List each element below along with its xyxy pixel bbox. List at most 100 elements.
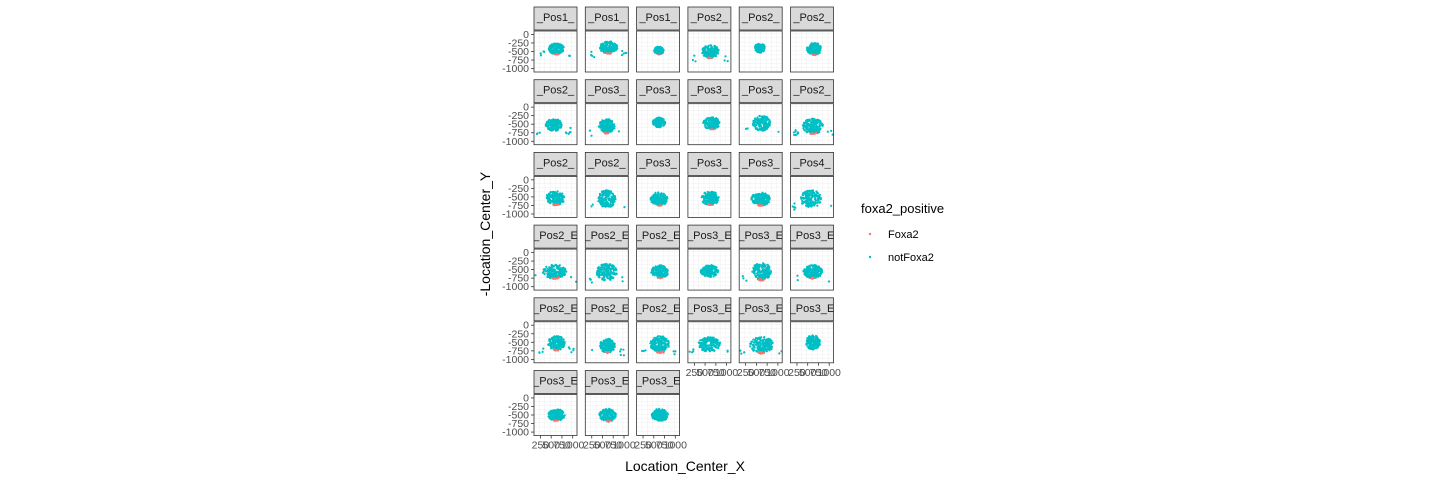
point-notfoxa2: [655, 47, 658, 50]
facet-panel: _Pos3_: [738, 79, 783, 146]
point-notfoxa2: [562, 46, 565, 49]
point-notfoxa2: [558, 264, 561, 267]
point-notfoxa2: [555, 42, 558, 46]
point-notfoxa2: [762, 46, 765, 49]
point-notfoxa2: [598, 200, 601, 203]
point-notfoxa2: [610, 277, 613, 280]
point-notfoxa2: [819, 121, 822, 124]
point-notfoxa2-outlier: [622, 52, 625, 55]
point-notfoxa2: [757, 193, 760, 196]
point-notfoxa2-outlier: [621, 280, 624, 283]
point-notfoxa2: [611, 123, 614, 127]
point-notfoxa2: [661, 269, 664, 272]
point-notfoxa2: [758, 122, 761, 125]
point-notfoxa2: [665, 200, 668, 203]
point-notfoxa2: [815, 47, 818, 50]
point-notfoxa2: [652, 122, 656, 125]
point-notfoxa2: [818, 197, 822, 200]
point-notfoxa2: [660, 201, 663, 204]
point-notfoxa2: [707, 121, 710, 124]
point-notfoxa2: [714, 55, 718, 58]
point-notfoxa2: [561, 44, 564, 47]
point-notfoxa2: [604, 189, 608, 192]
point-notfoxa2: [756, 116, 759, 119]
point-notfoxa2: [654, 193, 658, 196]
facet-panel: _Pos2_: [738, 6, 783, 73]
facet-strip-label: _Pos2_E: [635, 230, 681, 242]
point-notfoxa2: [602, 194, 605, 197]
point-notfoxa2: [711, 124, 714, 127]
point-notfoxa2: [811, 129, 814, 132]
point-notfoxa2: [707, 191, 710, 194]
point-notfoxa2: [603, 274, 606, 277]
point-notfoxa2: [548, 195, 551, 198]
point-notfoxa2: [755, 127, 758, 130]
point-notfoxa2: [612, 269, 616, 272]
point-notfoxa2: [806, 197, 809, 200]
point-notfoxa2: [563, 272, 566, 275]
point-notfoxa2: [553, 272, 557, 275]
point-notfoxa2-outlier: [617, 130, 621, 133]
panel-border: [636, 30, 680, 73]
point-notfoxa2: [612, 48, 615, 51]
point-notfoxa2: [554, 263, 557, 266]
point-notfoxa2: [657, 50, 660, 54]
point-notfoxa2-outlier: [625, 51, 628, 55]
facet-strip-label: _Pos1_: [638, 12, 677, 24]
facet-panel: _Pos2_: [584, 151, 629, 218]
point-notfoxa2: [551, 121, 554, 124]
point-notfoxa2: [759, 44, 762, 47]
facet-panel: _Pos1_: [533, 6, 578, 73]
point-notfoxa2: [609, 40, 612, 43]
facet-panel: _Pos2_E: [584, 224, 629, 291]
facet-panel: _Pos3_: [738, 151, 783, 218]
point-notfoxa2: [758, 127, 761, 130]
point-notfoxa2-outlier: [590, 134, 593, 137]
point-notfoxa2: [542, 268, 545, 271]
point-notfoxa2-outlier: [590, 205, 593, 208]
point-notfoxa2: [560, 272, 563, 275]
point-notfoxa2: [654, 49, 658, 52]
point-notfoxa2: [553, 127, 556, 130]
point-notfoxa2: [601, 204, 604, 207]
facet-strip-label: _Pos2_: [792, 12, 831, 24]
point-notfoxa2: [712, 120, 715, 123]
point-notfoxa2: [614, 49, 617, 52]
point-notfoxa2: [765, 202, 768, 205]
point-notfoxa2: [804, 197, 807, 200]
data-points: [653, 45, 665, 56]
data-points: [691, 44, 729, 63]
point-notfoxa2: [806, 125, 809, 128]
point-notfoxa2: [701, 200, 705, 203]
point-notfoxa2: [711, 49, 714, 52]
point-notfoxa2-outlier: [793, 202, 796, 205]
point-notfoxa2: [549, 44, 552, 47]
point-notfoxa2: [556, 49, 559, 53]
point-notfoxa2: [810, 193, 813, 196]
facet-panel: _Pos3_: [687, 151, 732, 218]
point-notfoxa2: [806, 50, 810, 53]
point-notfoxa2: [708, 54, 711, 57]
facet-strip-label: _Pos4_: [792, 157, 831, 169]
point-notfoxa2-outlier: [791, 205, 794, 208]
point-notfoxa2: [613, 272, 616, 275]
point-notfoxa2: [652, 120, 655, 123]
point-notfoxa2: [768, 124, 771, 127]
point-notfoxa2: [610, 204, 613, 207]
point-notfoxa2: [812, 192, 816, 195]
point-notfoxa2: [550, 123, 553, 126]
point-notfoxa2: [758, 115, 762, 118]
point-notfoxa2: [805, 204, 808, 207]
facet-strip: [533, 6, 578, 31]
point-notfoxa2: [814, 197, 817, 200]
point-notfoxa2: [659, 48, 663, 51]
point-notfoxa2: [814, 129, 817, 132]
point-notfoxa2: [803, 200, 806, 203]
point-notfoxa2: [756, 50, 759, 53]
facet-strip: [584, 6, 629, 31]
point-notfoxa2: [553, 119, 557, 122]
point-notfoxa2-outlier: [588, 129, 592, 132]
point-notfoxa2: [601, 42, 604, 45]
point-notfoxa2: [662, 197, 665, 200]
point-notfoxa2: [559, 267, 562, 270]
